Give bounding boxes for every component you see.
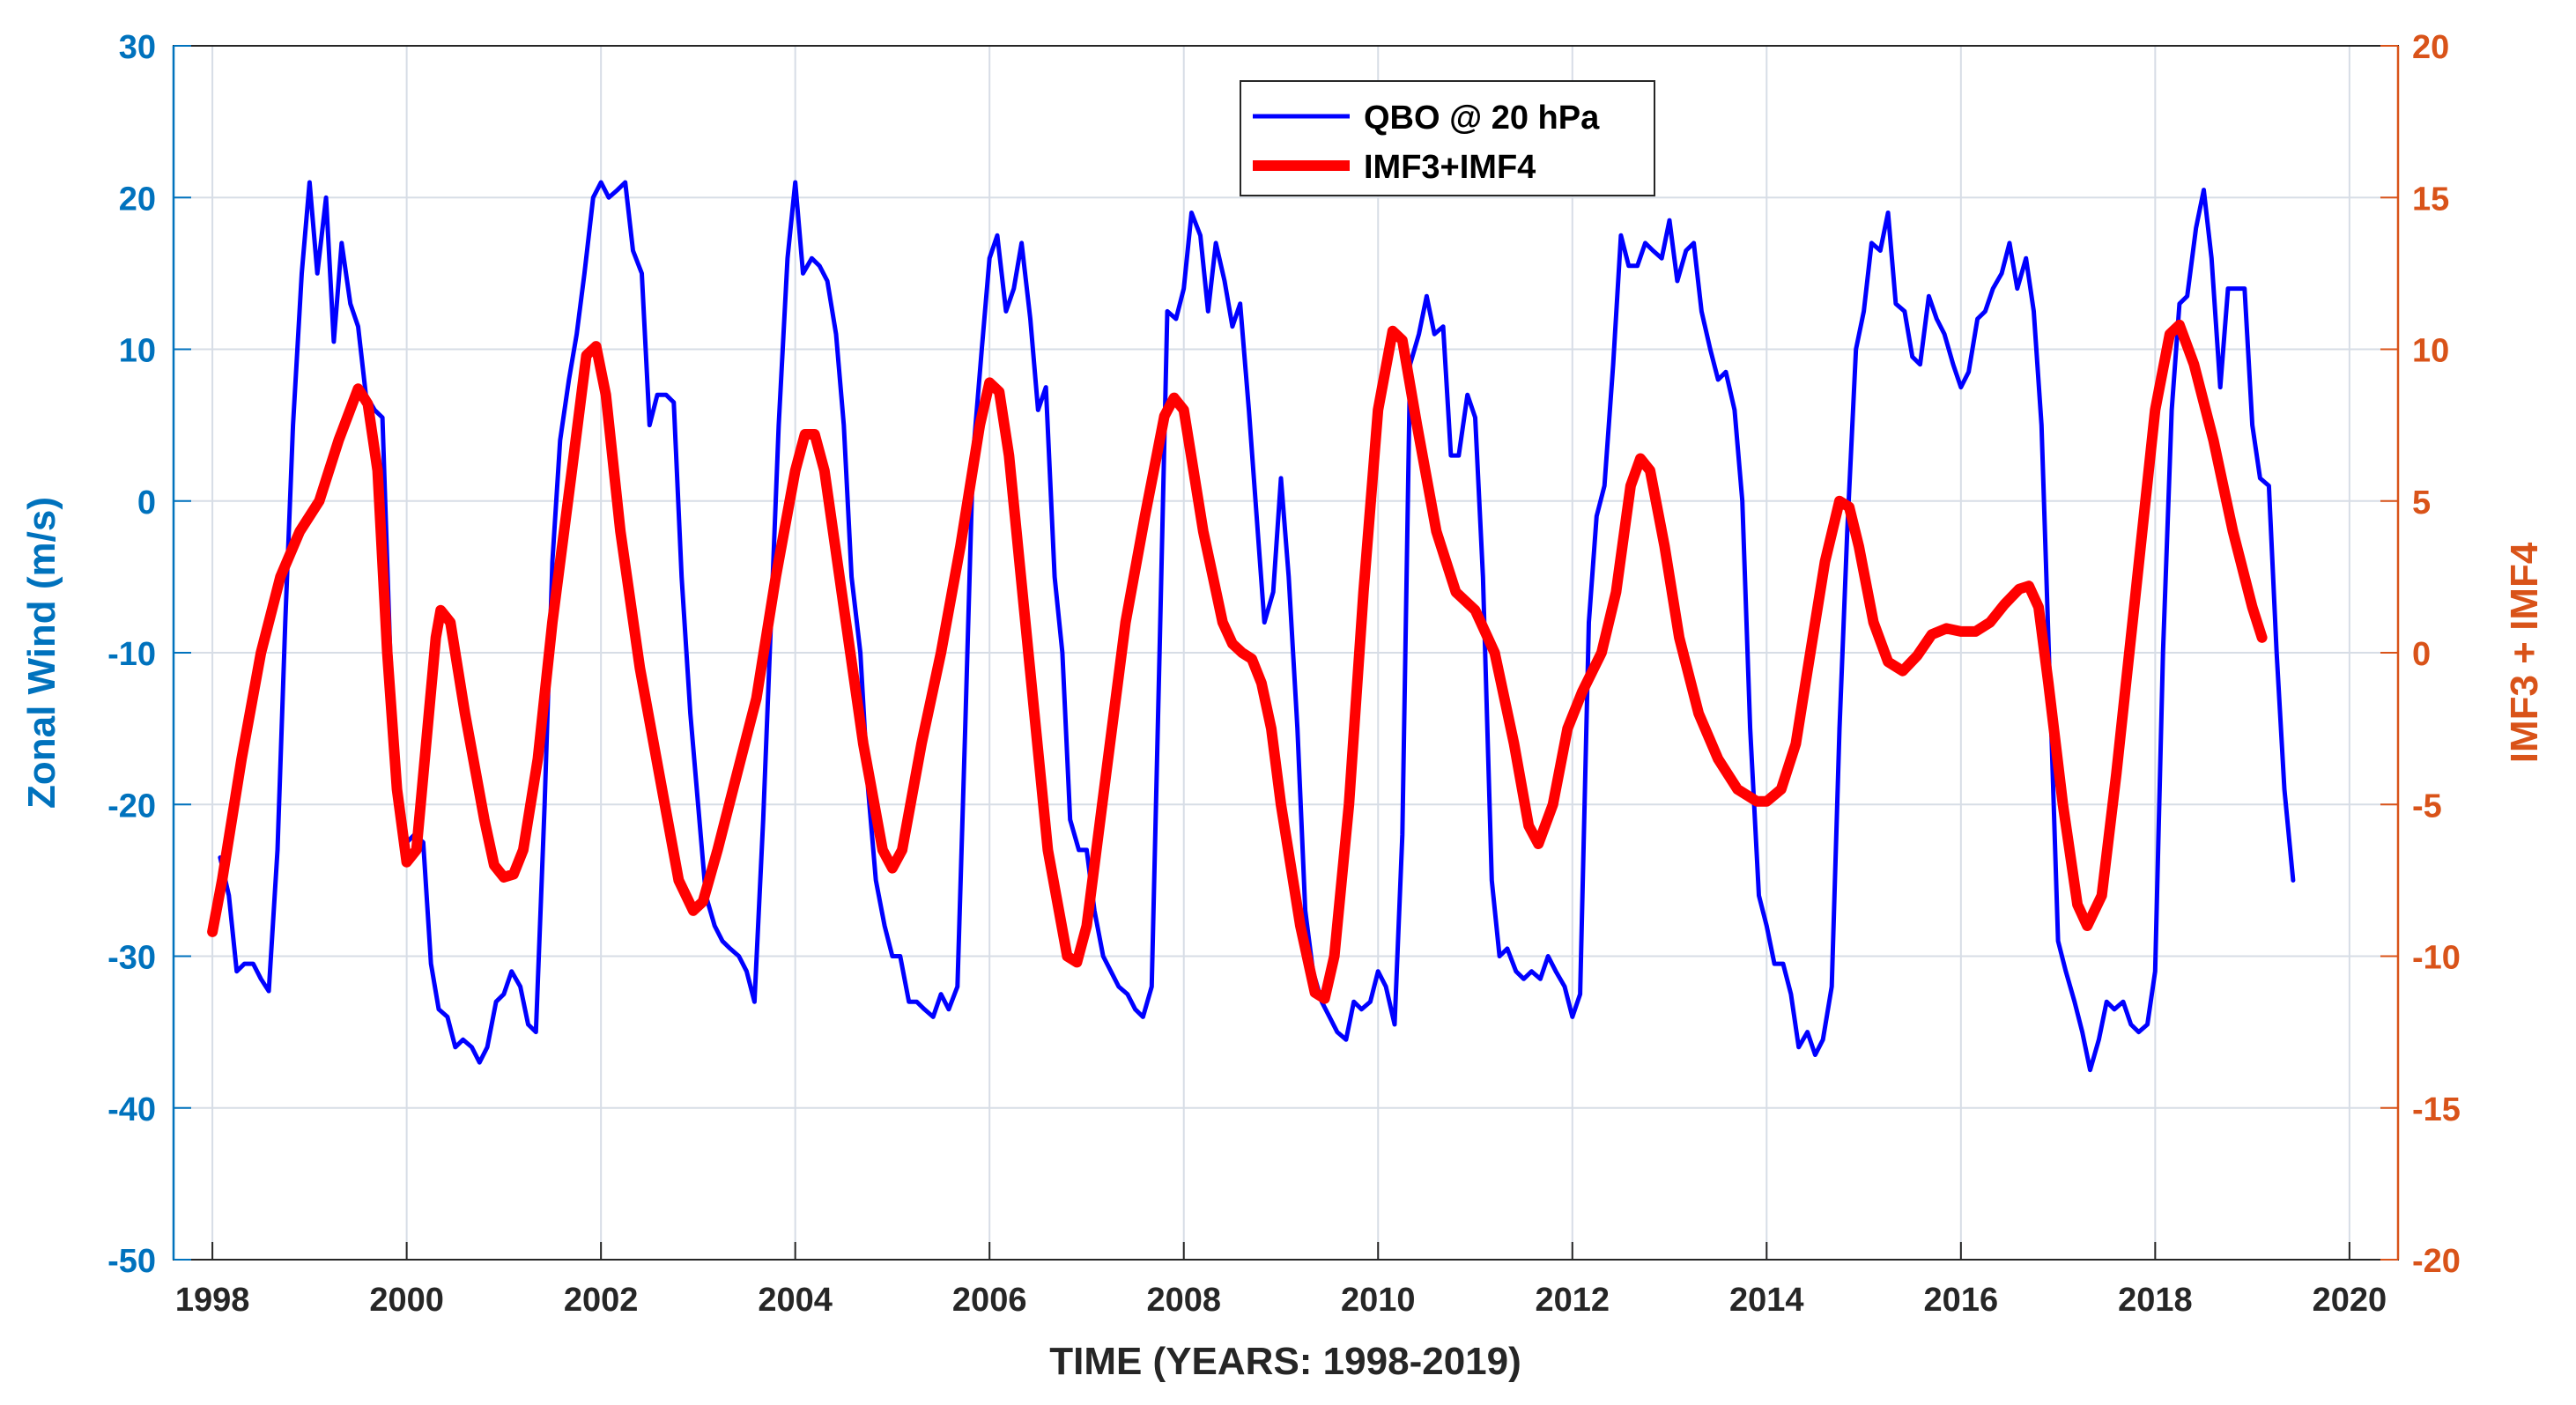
y-left-tick-label: 10: [119, 333, 156, 370]
y-right-tick-label: -5: [2412, 788, 2442, 825]
x-tick-label: 1998: [175, 1282, 250, 1319]
y-left-tick-label: 20: [119, 181, 156, 218]
y-left-tick-label: 0: [137, 484, 156, 521]
x-tick-label: 2004: [758, 1282, 833, 1319]
y-right-tick-label: 0: [2412, 636, 2431, 673]
y-right-tick-label: 20: [2412, 29, 2449, 66]
x-tick-label: 2006: [952, 1282, 1027, 1319]
y-right-tick-label: -20: [2412, 1243, 2461, 1280]
x-tick-label: 2014: [1729, 1282, 1804, 1319]
legend-label-imf: IMF3+IMF4: [1364, 149, 1536, 186]
y-right-tick-label: -15: [2412, 1091, 2461, 1128]
series-line-qbo: [218, 180, 2296, 1073]
ticks-layer: 1998 2000 2002 2004 2006 2008 2010 2012 2014 2016…: [107, 29, 2461, 1319]
y-left-tick-label: 30: [119, 29, 156, 66]
x-tick-label: 2018: [2118, 1282, 2193, 1319]
series-line-imf3-imf4: [207, 319, 2268, 1004]
y-left-tick-label: -10: [107, 636, 156, 673]
y-right-tick-label: 15: [2412, 181, 2449, 218]
x-tick-label: 2002: [564, 1282, 639, 1319]
x-tick-label: 2016: [1924, 1282, 1999, 1319]
x-tick-label: 2020: [2313, 1282, 2387, 1319]
y-right-tick-label: 5: [2412, 484, 2431, 521]
x-tick-label: 2010: [1341, 1282, 1416, 1319]
legend-label-qbo: QBO @ 20 hPa: [1364, 100, 1600, 137]
y-left-tick-label: -20: [107, 788, 156, 825]
x-tick-label: 2008: [1146, 1282, 1221, 1319]
legend-box: [1240, 80, 1655, 196]
x-tick-label: 2012: [1535, 1282, 1610, 1319]
grid-layer: [174, 45, 2398, 1261]
y-axis-label-left: Zonal Wind (m/s): [20, 497, 63, 809]
y-left-tick-label: -30: [107, 940, 156, 977]
x-tick-label: 2000: [369, 1282, 444, 1319]
legend: QBO @ 20 hPa IMF3+IMF4: [1240, 80, 1655, 196]
y-right-tick-label: 10: [2412, 333, 2449, 370]
x-axis-label: TIME (YEARS: 1998-2019): [1049, 1340, 1521, 1383]
y-left-tick-label: -40: [107, 1091, 156, 1128]
series-layer: [207, 180, 2296, 1073]
y-axis-label-right: IMF3 + IMF4: [2503, 542, 2546, 763]
y-right-tick-label: -10: [2412, 940, 2461, 977]
y-left-tick-label: -50: [107, 1243, 156, 1280]
